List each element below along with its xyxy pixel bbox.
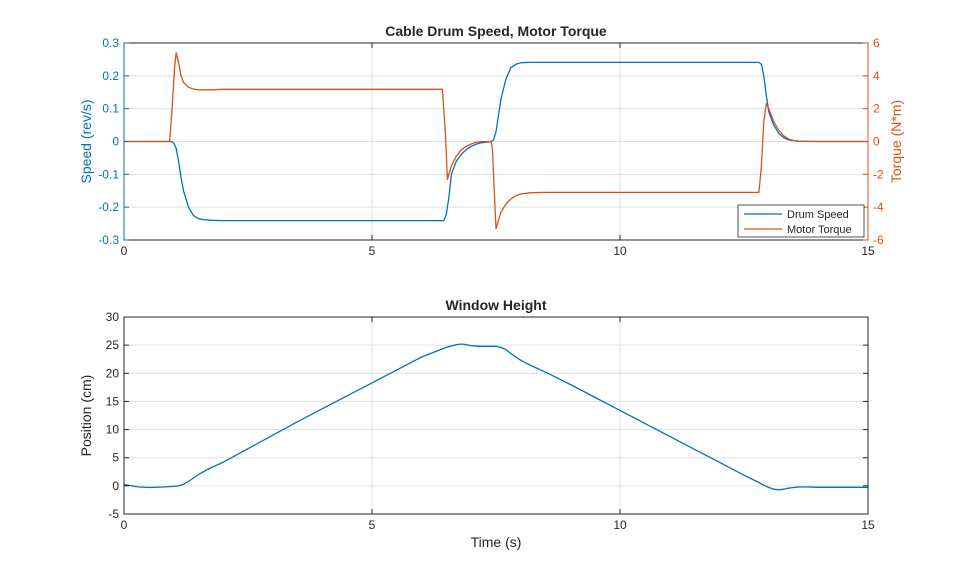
y-tick-label: 15 [106, 394, 120, 408]
series-line-window-height [123, 343, 868, 491]
legend-box [737, 204, 865, 238]
grid [124, 317, 868, 514]
tick-labels: 0 5 10 15 -0.3 -0.2 -0.1 0 0.1 0.2 0.3 -6 -4 -2 0 2 4 6 [98, 36, 884, 258]
series-line-drum-speed [124, 61, 868, 222]
y-tick-label: 5 [112, 451, 119, 465]
legend-label-drum-speed: Drum Speed [787, 209, 849, 221]
x-tick-label: 0 [121, 518, 128, 532]
y-tick-label: -5 [108, 507, 119, 521]
y-axis-label-right: Torque (N*m) [888, 100, 904, 183]
y-tick-label: -0.3 [98, 233, 119, 247]
y-tick-label-right: -4 [873, 200, 884, 214]
y-tick-label: 0.3 [102, 36, 119, 50]
y-tick-label: -0.1 [98, 167, 119, 181]
series-line-motor-torque [124, 52, 868, 230]
plot-area-border [123, 316, 869, 515]
y-tick-label-right: 6 [873, 36, 880, 50]
y-tick-label: 0 [112, 479, 119, 493]
y-tick-label: 0 [112, 135, 119, 149]
y-tick-label: -0.2 [98, 200, 119, 214]
y-tick-label-right: -2 [873, 167, 884, 181]
y-tick-label: 30 [106, 310, 120, 324]
y-tick-label-right: 4 [873, 69, 880, 83]
y-axis-label-left: Speed (rev/s) [78, 99, 94, 183]
y-tick-label-right: 0 [873, 135, 880, 149]
x-tick-label: 10 [613, 518, 627, 532]
x-tick-label: 5 [369, 244, 376, 258]
x-tick-label: 15 [861, 518, 875, 532]
y-tick-label: 0.2 [102, 69, 119, 83]
grid [124, 43, 868, 240]
x-tick-label: 15 [861, 244, 875, 258]
y-tick-label: 20 [106, 366, 120, 380]
chart-drum-speed-motor-torque: 0 5 10 15 -0.3 -0.2 -0.1 0 0.1 0.2 0.3 -6 -4 -2 0 2 4 6 C… [78, 23, 904, 258]
legend: Drum Speed Motor Torque [737, 204, 865, 238]
y-tick-label-right: -6 [873, 233, 884, 247]
x-tick-label: 10 [613, 244, 627, 258]
legend-label-motor-torque: Motor Torque [787, 224, 852, 236]
y-axis-label: Position (cm) [78, 375, 94, 457]
data-lines [124, 52, 868, 230]
x-tick-label: 0 [121, 244, 128, 258]
y-tick-label: 0.1 [102, 102, 119, 116]
x-tick-label: 5 [369, 518, 376, 532]
y-tick-label: 10 [106, 423, 120, 437]
y-tick-label: 25 [106, 338, 120, 352]
chart-title: Window Height [446, 297, 547, 313]
data-lines [123, 343, 868, 491]
x-axis-label: Time (s) [471, 534, 522, 550]
y-tick-label-right: 2 [873, 102, 880, 116]
chart-title: Cable Drum Speed, Motor Torque [385, 23, 607, 39]
